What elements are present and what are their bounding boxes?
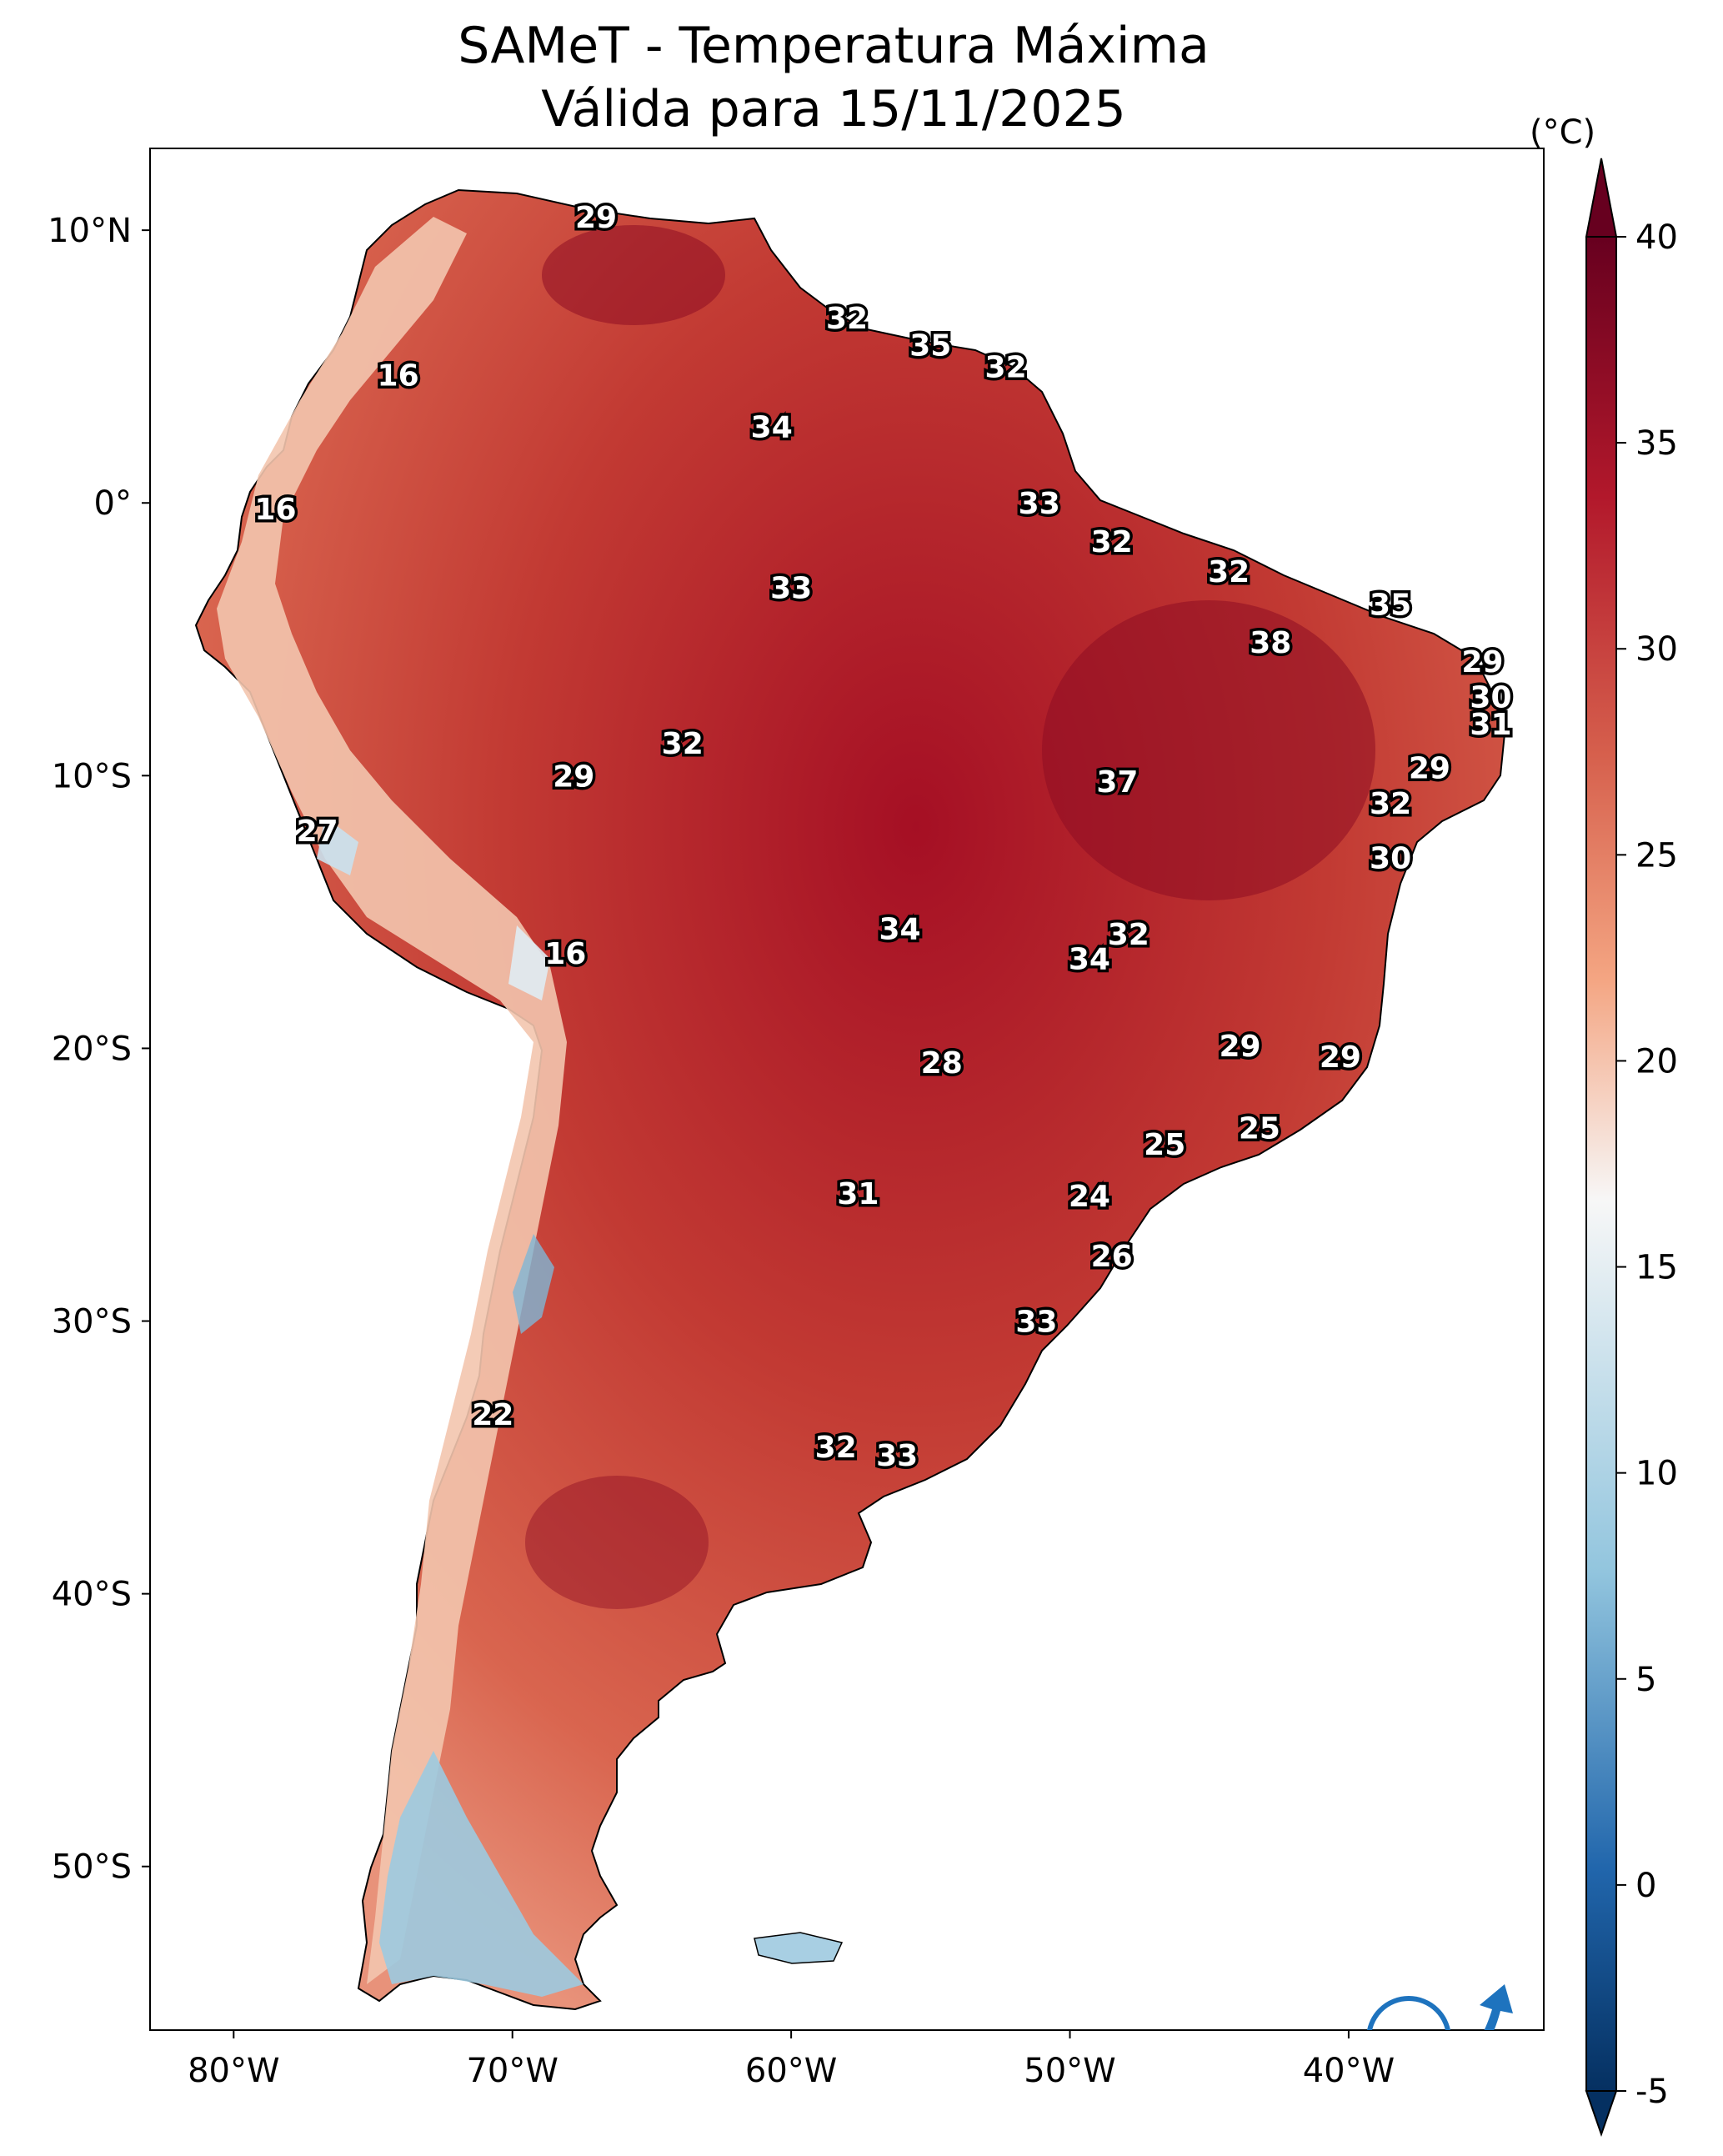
city-temperature-label: 32 [1108,918,1150,952]
city-temperature-label: 16 [254,493,296,527]
axis-ticks: 80°W 70°W 60°W 50°W 40°W 10°N 0° 10°S 20°S 30°S 40… [48,212,1395,2090]
city-temperature-label: 30 [1370,841,1411,875]
city-temperature-label: 29 [1409,752,1450,786]
inpe-logo-text: INPE [1385,2033,1425,2050]
lat-tick-label: 20°S [52,1030,132,1068]
city-temperature-label: 34 [751,411,793,445]
colorbar-body [1585,236,1617,2092]
city-temperature-label: 22 [472,1398,513,1432]
hot-core-northeast [1042,600,1375,900]
lat-tick-label: 0° [94,484,132,523]
andes-cold-spot [513,1234,554,1334]
city-temperature-label: 38 [1250,626,1291,660]
inpe-logo-dot-icon [1420,2053,1445,2078]
city-temperature-label: 27 [297,815,338,849]
city-temperature-label: 34 [879,913,920,947]
patagonia-cold-zone [379,1751,584,1997]
city-temperature-label: 34 [1069,942,1110,976]
lat-tick-label: 40°S [52,1576,132,1614]
city-temperature-label: 16 [378,358,419,393]
map-subtitle: Válida para 15/11/2025 [541,80,1126,138]
colorbar-tick-label: 15 [1635,1249,1678,1287]
city-temperature-label: 29 [553,760,594,794]
hot-core-argentina [525,1476,709,1609]
city-temperature-label: 31 [1470,708,1511,742]
lat-tick-label: 50°S [52,1848,132,1887]
city-temperature-label: 29 [1320,1040,1361,1075]
city-temperature-label: 31 [837,1177,879,1211]
colorbar-extend-top [1585,158,1618,238]
city-temperature-label: 33 [1015,1306,1057,1340]
city-temperature-label: 33 [770,572,812,606]
city-temperature-label: 32 [1370,787,1411,821]
lat-tick-label: 30°S [52,1303,132,1341]
city-temperature-label: 32 [815,1431,857,1465]
hot-core-north [542,225,725,325]
bolivia-cold-spot [508,925,550,1000]
city-temperature-label: 33 [1019,487,1060,521]
city-temperature-label: 26 [1091,1240,1133,1274]
colorbar-ticks: 40 35 30 25 20 15 10 5 0 -5 [1616,218,1678,2111]
peru-cold-spot [317,817,358,875]
colorbar-tick-label: 40 [1635,218,1678,257]
colorbar-tick-label: 35 [1635,424,1678,463]
colorbar-tick-label: -5 [1635,2073,1669,2111]
city-temperature-label: 28 [921,1046,963,1081]
city-temperature-label: 32 [1091,525,1133,559]
city-temperature-label: 35 [1370,588,1411,622]
lon-tick-label: 80°W [188,2052,279,2090]
city-temperature-label: 33 [876,1439,918,1473]
colorbar-tick-label: 5 [1635,1661,1656,1699]
colorbar-unit: (°C) [1530,113,1595,152]
city-temperature-label: 32 [1208,555,1250,589]
colorbar-extend-bottom [1585,2090,1618,2138]
falkland-islands [754,1932,844,1964]
city-temperature-label: 32 [662,727,704,761]
lon-tick-label: 60°W [745,2052,837,2090]
city-temperature-label: 25 [1144,1128,1185,1162]
city-temperature-label: 32 [826,302,868,336]
colorbar-tick-label: 30 [1635,630,1678,669]
inpe-logo-ring-icon [1367,1996,1450,2030]
colorbar-tick-label: 10 [1635,1455,1678,1493]
colorbar-tick-label: 25 [1635,836,1678,875]
city-temperature-label: 24 [1069,1180,1110,1214]
map-title: SAMeT - Temperatura Máxima [458,17,1210,75]
city-temperature-label: 32 [985,351,1027,385]
city-temperature-label: 29 [575,201,617,235]
lon-tick-label: 40°W [1303,2052,1395,2090]
city-temperature-label: 35 [909,329,951,364]
lat-tick-label: 10°N [48,212,132,250]
city-temperature-label: 25 [1239,1111,1280,1146]
lon-tick-label: 50°W [1024,2052,1115,2090]
city-temperature-label: 29 [1461,645,1503,679]
city-temperature-label: 30 [1470,680,1511,714]
city-temperature-label: 29 [1219,1030,1260,1064]
lon-tick-label: 70°W [466,2052,558,2090]
colorbar-tick-label: 0 [1635,1867,1656,1905]
city-temperature-label: 16 [544,937,586,971]
colorbar: (°C) 40 35 30 25 20 15 10 5 0 -5 [1530,113,1678,2138]
inpe-logo-arrow-icon [1480,1984,1513,2030]
colorbar-tick-label: 20 [1635,1042,1678,1081]
inpe-logo: INPE [1367,1984,1513,2078]
lat-tick-label: 10°S [52,757,132,795]
city-temperature-label: 37 [1096,765,1138,800]
